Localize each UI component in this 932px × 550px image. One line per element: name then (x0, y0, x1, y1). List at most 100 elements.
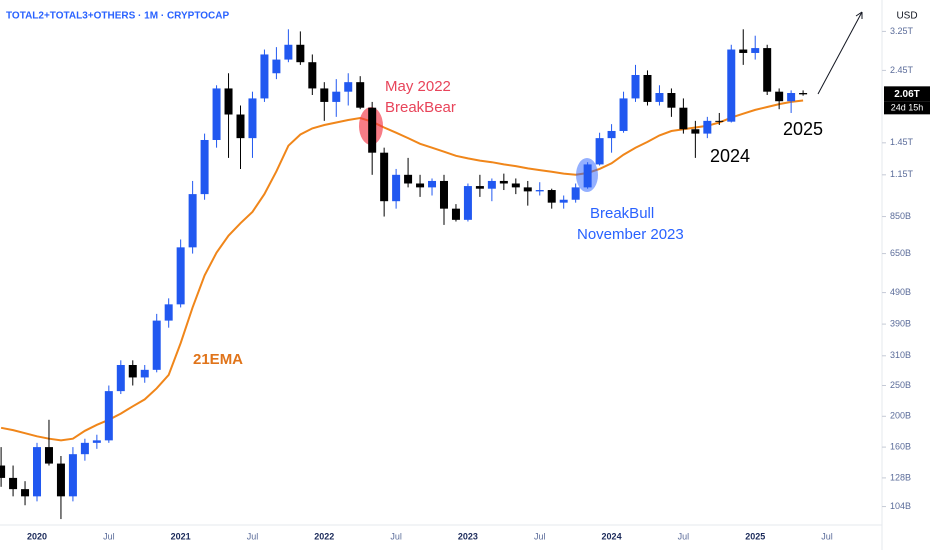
candle-body (583, 164, 592, 188)
x-tick-label: 2020 (27, 531, 47, 541)
x-tick-label: Jul (103, 531, 115, 541)
candle-body (428, 180, 437, 188)
x-tick-label: 2021 (171, 531, 191, 541)
candle-body (392, 174, 401, 202)
candle-body (104, 391, 113, 441)
candle-body (260, 54, 269, 99)
candle-body (763, 48, 772, 92)
y-tick-label: 390B (890, 318, 911, 328)
x-tick-label: Jul (821, 531, 833, 541)
candle-body (463, 186, 472, 220)
candle-body (92, 440, 101, 443)
candle-body (631, 74, 640, 99)
candle-body (487, 180, 496, 189)
candle-body (176, 247, 185, 305)
countdown-box (884, 101, 930, 115)
candle-body (21, 489, 30, 497)
candle-body (272, 59, 281, 74)
annotation: BreakBear (385, 99, 456, 116)
candle-body (787, 93, 796, 102)
candle-body (547, 190, 556, 203)
candle-body (296, 44, 305, 63)
candle-body (200, 139, 209, 195)
ema-line (0, 99, 804, 442)
y-tick-label: 250B (890, 380, 911, 390)
candle-body (775, 91, 784, 102)
candle-body (511, 183, 520, 188)
y-tick-label: 1.15T (890, 169, 914, 179)
candle-body (439, 180, 448, 209)
countdown: 24d 15h (891, 103, 924, 113)
candle-body (595, 138, 604, 165)
y-tick-label: 1.45T (890, 137, 914, 147)
candle-body (380, 152, 389, 202)
candle-body (499, 180, 508, 184)
candle-body (140, 369, 149, 378)
candle-body (607, 130, 616, 139)
x-tick-label: 2025 (745, 531, 765, 541)
candle-body (451, 208, 460, 220)
y-tick-label: 3.25T (890, 26, 914, 36)
y-tick-label: 104B (890, 501, 911, 511)
annotation: May 2022 (385, 78, 451, 95)
candle-body (703, 120, 712, 134)
candle-body (164, 304, 173, 321)
y-tick-label: 200B (890, 411, 911, 421)
y-tick-label: 2.45T (890, 65, 914, 75)
candle-body (9, 477, 18, 490)
annotation: 2024 (710, 146, 750, 166)
x-tick-label: 2024 (602, 531, 622, 541)
candle-body (320, 88, 329, 102)
candle-body (559, 199, 568, 203)
candle-body (236, 114, 245, 139)
candle-body (68, 454, 77, 497)
x-tick-label: Jul (534, 531, 546, 541)
candle-body (56, 463, 65, 497)
candle-body (44, 447, 53, 464)
candle-body (619, 98, 628, 131)
candle-body (739, 49, 748, 53)
arrow-line (817, 11, 863, 95)
candle-body (643, 74, 652, 102)
candle-body (128, 364, 137, 378)
currency: USD (896, 11, 917, 22)
x-tick-label: Jul (390, 531, 402, 541)
y-tick-label: 490B (890, 287, 911, 297)
candle-body (248, 98, 257, 139)
arrow-head (855, 11, 863, 19)
y-tick-label: 310B (890, 350, 911, 360)
candle-body (224, 88, 233, 115)
candle-body (356, 82, 365, 108)
x-tick-label: Jul (678, 531, 690, 541)
price-tag-box (884, 86, 930, 102)
candle-body (0, 465, 6, 478)
candle-body (116, 364, 125, 392)
candle-body (727, 49, 736, 122)
candle-body (332, 91, 341, 102)
x-tick-label: Jul (247, 531, 259, 541)
candle-body (679, 107, 688, 130)
candle-body (404, 174, 413, 184)
candle-body (416, 183, 425, 188)
candle-body (368, 107, 377, 153)
x-tick-label: 2022 (314, 531, 334, 541)
candle-body (691, 129, 700, 134)
candle-body (188, 194, 197, 248)
price-tag-label: 2.06T (894, 89, 920, 100)
x-tick-label: 2023 (458, 531, 478, 541)
candle-body (308, 62, 317, 89)
candle-body (751, 48, 760, 53)
chart-title: TOTAL2+TOTAL3+OTHERS · 1M · CRYPTOCAP (6, 11, 230, 22)
candle-body (33, 447, 42, 497)
candle-body (152, 320, 161, 370)
ema-label: 21EMA (193, 351, 243, 368)
y-tick-label: 650B (890, 248, 911, 258)
candle-body (799, 93, 808, 95)
candle-body (284, 44, 293, 60)
annotation: November 2023 (577, 226, 684, 243)
y-tick-label: 128B (890, 472, 911, 482)
candle-body (344, 82, 353, 92)
candle-body (80, 442, 89, 455)
